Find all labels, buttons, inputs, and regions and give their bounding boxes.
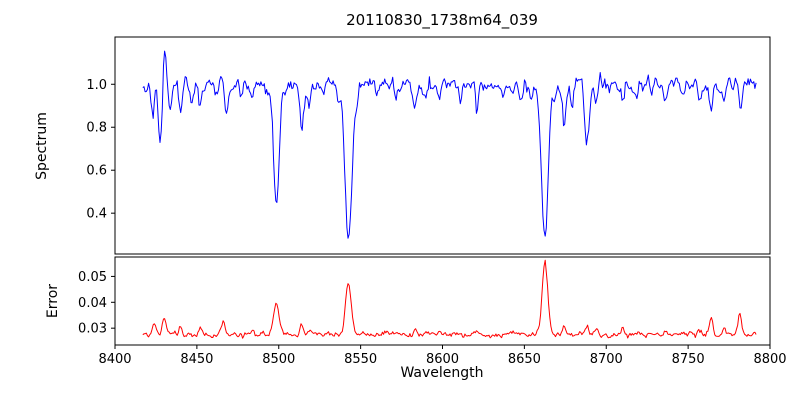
chart-title: 20110830_1738m64_039 <box>346 11 538 30</box>
spectrum-line <box>142 50 757 239</box>
error-y-tick-label: 0.05 <box>78 270 107 285</box>
plot-area: 0.4 0.6 0.8 1.0 0.03 0.04 0.05 8400 8450 8500 8550… <box>78 36 787 367</box>
x-tick-label: 8450 <box>180 352 213 367</box>
x-tick-label: 8500 <box>262 352 295 367</box>
y-axis-label-error: Error <box>45 284 61 318</box>
x-axis-label: Wavelength <box>400 365 483 381</box>
x-tick-label: 8650 <box>508 352 541 367</box>
x-tick-label: 8550 <box>344 352 377 367</box>
x-tick-label: 8600 <box>426 352 459 367</box>
spectrum-y-tick-label: 1.0 <box>86 78 107 93</box>
x-tick-label: 8400 <box>98 352 131 367</box>
error-axes-border <box>114 256 771 346</box>
spectrum-y-tick-label: 0.6 <box>86 164 107 179</box>
spectrum-y-tick-label: 0.4 <box>86 207 107 222</box>
error-y-tick-label: 0.04 <box>78 296 107 311</box>
x-tick-label: 8800 <box>753 352 786 367</box>
x-tick-label: 8700 <box>590 352 623 367</box>
spectrum-y-tick-label: 0.8 <box>86 121 107 136</box>
error-line <box>142 259 757 339</box>
spectrum-axes-border <box>114 36 771 255</box>
x-tick-label: 8750 <box>672 352 705 367</box>
y-axis-label-spectrum: Spectrum <box>34 112 50 180</box>
error-y-tick-label: 0.03 <box>78 322 107 337</box>
